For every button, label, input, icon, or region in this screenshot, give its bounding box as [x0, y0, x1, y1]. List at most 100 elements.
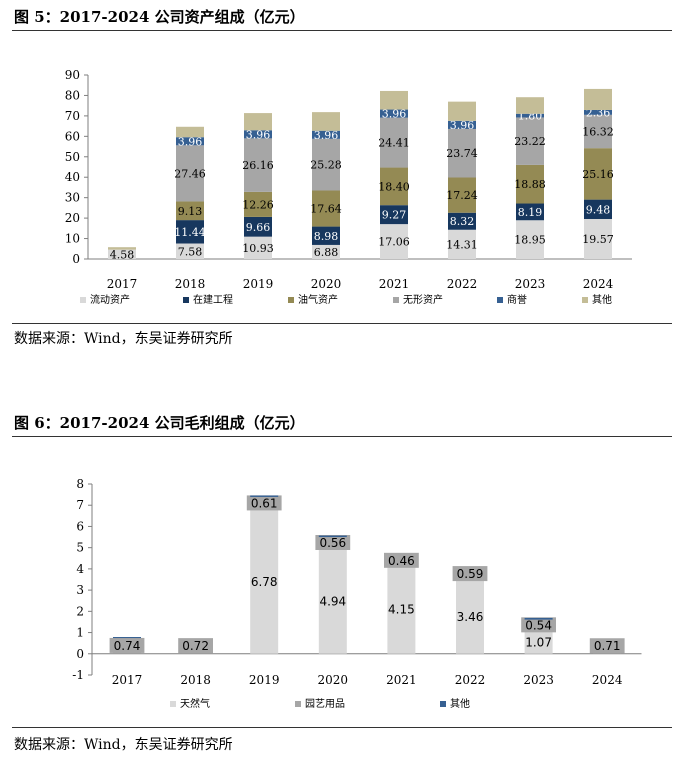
bar-segment: [448, 101, 476, 121]
figure5-top-rule: [12, 30, 672, 31]
data-label: 6.88: [314, 246, 339, 259]
legend-label: 流动资产: [90, 293, 130, 306]
figure6-title: 图 6：2017-2024 公司毛利组成（亿元）: [14, 414, 305, 432]
data-label: 0.72: [182, 639, 209, 653]
data-label: 3.96: [246, 128, 271, 141]
bar-segment: [584, 199, 612, 219]
bar-segment: [318, 548, 347, 654]
figure5-source: 数据来源：Wind，东吴证券研究所: [14, 331, 233, 347]
bar-segment: [380, 167, 408, 206]
data-label: 8.19: [518, 206, 543, 219]
category-label: 2021: [379, 277, 410, 291]
bar-segment: [244, 138, 272, 192]
data-label: 25.28: [310, 159, 342, 172]
data-label: 3.96: [178, 135, 203, 148]
bar-segment: [176, 137, 204, 146]
data-label: 3.96: [382, 108, 407, 121]
bar-segment: [312, 190, 340, 227]
data-label: 0.71: [594, 639, 621, 653]
bar-segment: [380, 90, 408, 110]
bar-segment: [524, 617, 553, 620]
data-label: 16.32: [582, 125, 614, 138]
figure6-bottom-rule: [12, 727, 672, 728]
category-label: 2024: [583, 277, 614, 291]
data-label: 27.46: [174, 167, 206, 180]
bar-segment: [108, 249, 136, 259]
bar-segment: [524, 631, 553, 654]
y-tick-label: 80: [65, 88, 80, 102]
category-label: 2023: [523, 673, 554, 687]
bar-segment: [244, 236, 272, 259]
data-label: 25.16: [582, 168, 614, 181]
data-label: 18.95: [514, 234, 546, 247]
bar-segment: [312, 112, 340, 131]
legend-swatch: [183, 297, 189, 303]
bar-segment: [312, 138, 340, 191]
legend-label: 园艺用品: [305, 698, 345, 710]
bar-segment: [176, 126, 204, 138]
bar-segment: [380, 224, 408, 259]
bar-segment: [516, 117, 544, 165]
bar-segment: [516, 97, 544, 114]
data-label: 26.16: [242, 159, 274, 172]
bar-segment: [176, 220, 204, 244]
bar-segment: [584, 109, 612, 115]
data-label: 4.94: [319, 594, 346, 608]
data-label: 0.74: [114, 639, 141, 653]
data-label: 17.24: [446, 189, 478, 202]
category-label: 2024: [592, 673, 623, 687]
bar-segment: [448, 177, 476, 213]
bar-segment: [244, 130, 272, 139]
bar-segment: [516, 203, 544, 221]
y-tick-label: 60: [65, 129, 80, 143]
y-tick-label: -1: [72, 668, 84, 682]
legend-label: 油气资产: [298, 293, 338, 306]
bar-segment: [584, 218, 612, 259]
y-tick-label: 40: [65, 170, 80, 184]
figure5-bottom-rule: [12, 323, 672, 324]
category-label: 2017: [112, 673, 143, 687]
bar-segment: [250, 495, 279, 497]
bar-segment: [448, 120, 476, 129]
legend-swatch: [295, 701, 301, 707]
data-label: 8.98: [314, 230, 339, 243]
y-tick-label: 20: [65, 211, 80, 225]
y-tick-label: 5: [76, 541, 84, 555]
data-label: 9.27: [382, 209, 407, 222]
y-tick-label: 70: [65, 109, 80, 123]
category-label: 2023: [515, 277, 546, 291]
y-tick-label: 6: [76, 519, 84, 533]
bar-segment: [244, 191, 272, 217]
data-label: 24.41: [378, 137, 410, 150]
y-tick-label: 2: [76, 604, 84, 618]
bar-segment: [312, 244, 340, 259]
data-label: 9.66: [246, 221, 271, 234]
data-label-background: [384, 552, 419, 568]
data-label: 0.56: [319, 536, 346, 550]
bar-segment: [312, 130, 340, 139]
data-label: 12.26: [242, 198, 274, 211]
data-label: 19.57: [582, 233, 614, 246]
y-tick-label: 10: [65, 232, 80, 246]
bar-segment: [448, 128, 476, 178]
legend-label: 在建工程: [193, 293, 233, 306]
bar-segment: [113, 637, 141, 639]
category-label: 2017: [107, 277, 138, 291]
data-label: 4.58: [110, 248, 135, 261]
category-label: 2018: [180, 673, 211, 687]
data-label-background: [315, 534, 351, 550]
data-label-background: [452, 566, 488, 582]
y-tick-label: 50: [65, 150, 80, 164]
data-label: 17.64: [310, 203, 342, 216]
data-label: 8.32: [450, 215, 475, 228]
legend-label: 其他: [592, 293, 612, 306]
gross-profit-composition-chart: -1 0 1 2 3 4 5 6 7 8 0.74 2017 0.72 2018 6.78 0.61 2019 4…: [72, 477, 642, 710]
data-label: 3.96: [450, 119, 475, 132]
category-label: 2022: [455, 673, 486, 687]
category-label: 2020: [318, 673, 349, 687]
bar-segment: [584, 88, 612, 110]
bar-segment: [312, 226, 340, 245]
y-tick-label: 1: [76, 626, 84, 640]
figure6-source: 数据来源：Wind，东吴证券研究所: [14, 737, 233, 753]
bar-segment: [318, 535, 347, 538]
